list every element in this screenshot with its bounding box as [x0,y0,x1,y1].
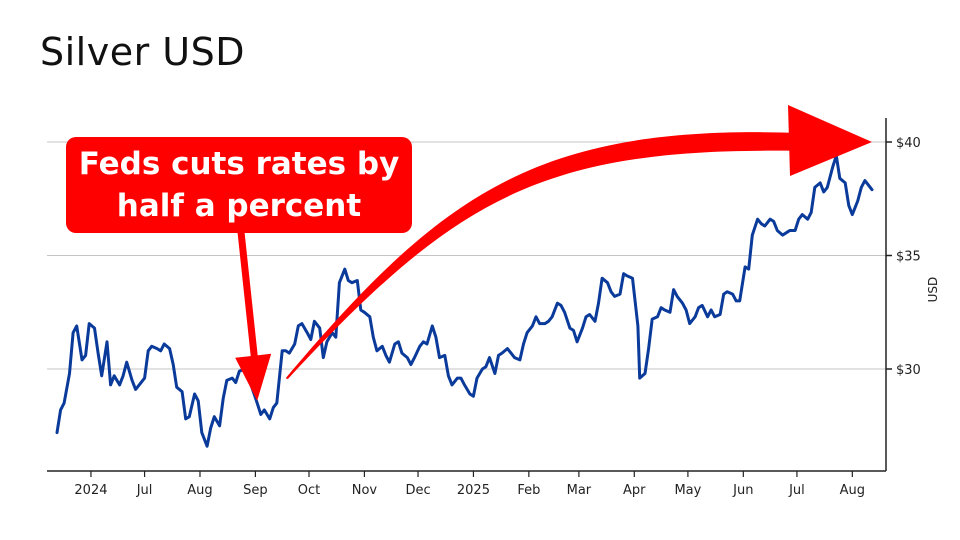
y-tick-labels: $30 $35 $40 [886,136,921,378]
x-tick-label: Oct [298,483,320,498]
x-tick-label: Sep [243,483,268,498]
callout-arrow-head [235,353,272,401]
x-tick-labels: 2024 Jul Aug Sep Oct Nov Dec 2025 Feb Mar Apr May Ju… [74,471,865,498]
y-axis-title: USD [926,277,940,303]
series-line [55,154,874,448]
x-tick-label: Aug [840,483,865,498]
y-tick-label: $30 [896,363,921,378]
x-tick-label: May [674,483,701,498]
annotation-callout: Feds cuts rates by half a percent [66,137,412,233]
x-tick-label: Jun [732,483,753,498]
annotation-arrows [235,105,872,401]
x-tick-label: Apr [623,483,646,498]
x-tick-label: Dec [405,483,430,498]
x-tick-label: Nov [352,483,378,498]
chart-title: Silver USD [40,30,246,74]
callout-line-2: half a percent [116,188,362,224]
y-tick-label: $40 [896,136,921,151]
x-tick-label: Mar [567,483,592,498]
x-tick-label: Feb [517,483,540,498]
trend-arrow-head [788,105,872,176]
x-tick-label: Aug [187,483,212,498]
x-tick-label: Jul [788,483,805,498]
x-tick-label: 2024 [74,483,107,498]
x-tick-label: Jul [136,483,153,498]
callout-line-1: Feds cuts rates by [78,146,400,182]
x-tick-label: 2025 [457,483,490,498]
callout-arrow-shaft [237,231,259,366]
y-tick-label: $35 [896,250,921,265]
